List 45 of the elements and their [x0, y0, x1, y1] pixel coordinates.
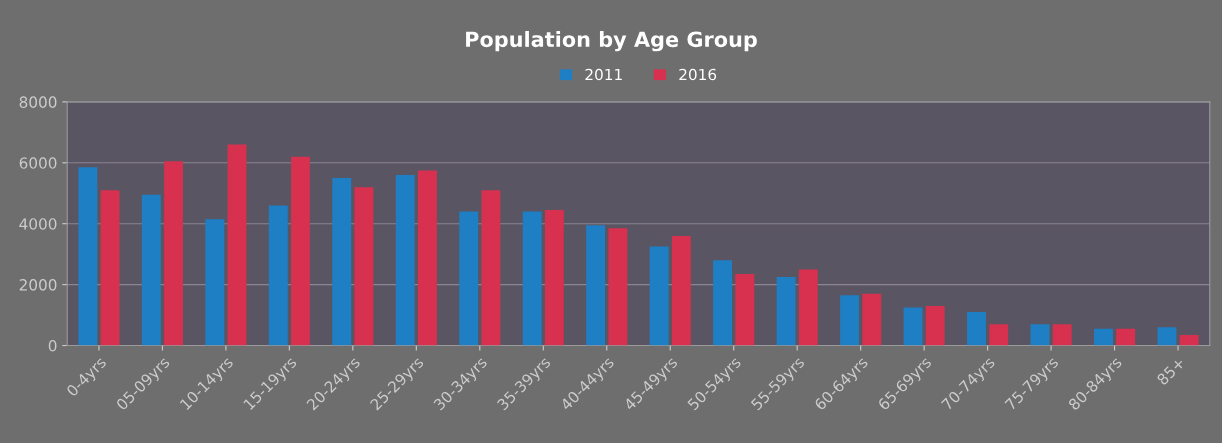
bar	[1157, 327, 1177, 346]
bar	[925, 305, 945, 346]
bar	[291, 156, 310, 346]
legend-label: 2016	[679, 68, 717, 81]
bar	[141, 194, 161, 346]
y-tick-label: 6000	[19, 157, 57, 169]
bar	[332, 178, 352, 346]
bar	[395, 174, 415, 346]
x-tick-label: 85+	[1156, 356, 1186, 386]
bar	[1116, 328, 1136, 346]
bar	[1052, 324, 1072, 346]
chart-title: Population by Age Group	[466, 31, 757, 52]
bar	[776, 277, 796, 346]
bar	[798, 269, 818, 346]
bar	[1030, 324, 1050, 346]
bar	[1094, 328, 1113, 346]
y-tick-label: 2000	[19, 279, 57, 291]
bar	[608, 228, 628, 346]
bar	[903, 307, 923, 346]
bar	[544, 210, 564, 346]
bar	[967, 312, 986, 346]
bar	[354, 187, 374, 346]
bar	[586, 225, 606, 346]
legend-label: 2011	[585, 68, 622, 81]
bar	[78, 167, 98, 346]
bar	[671, 235, 691, 346]
y-tick-label: 8000	[19, 96, 57, 108]
bar	[735, 273, 755, 346]
y-tick-label: 4000	[19, 218, 57, 230]
bar	[100, 190, 120, 346]
bar	[713, 260, 733, 346]
bar	[227, 144, 247, 346]
bar	[840, 295, 859, 346]
bar	[205, 219, 225, 346]
bar	[649, 246, 669, 346]
bar	[417, 170, 437, 346]
y-tick-label: 0	[48, 340, 57, 352]
bar	[268, 205, 288, 346]
bar	[481, 190, 501, 346]
bar	[164, 161, 183, 346]
bar	[989, 324, 1009, 346]
bar	[862, 293, 882, 346]
bar	[1179, 334, 1199, 346]
bar	[459, 211, 479, 346]
bar	[522, 211, 542, 346]
